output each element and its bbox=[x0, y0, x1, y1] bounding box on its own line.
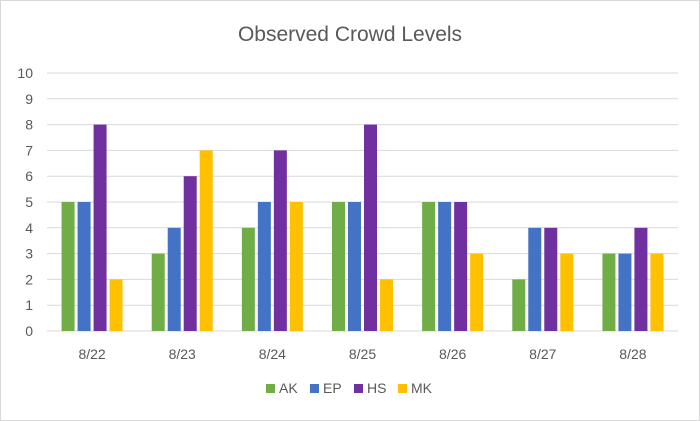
legend: AK EP HS MK bbox=[266, 380, 433, 396]
bar-mk-4 bbox=[380, 279, 393, 331]
x-axis-tick-labels: 8/22 8/23 8/24 8/25 8/26 8/27 8/28 bbox=[78, 346, 646, 362]
bars bbox=[61, 124, 664, 331]
bar-mk-2 bbox=[199, 150, 213, 331]
y-tick-label: 10 bbox=[17, 65, 33, 81]
bar-ak-2 bbox=[151, 253, 165, 331]
bar-ep-1 bbox=[77, 202, 91, 331]
y-tick-label: 9 bbox=[25, 91, 33, 107]
bar-ak-3 bbox=[241, 227, 255, 331]
legend-label-ep: EP bbox=[323, 380, 342, 396]
y-tick-label: 1 bbox=[25, 297, 33, 313]
legend-label-hs: HS bbox=[367, 380, 386, 396]
legend-swatch-hs bbox=[354, 384, 363, 393]
legend-swatch-mk bbox=[398, 384, 407, 393]
bar-hs-4 bbox=[364, 124, 377, 331]
bar-mk-5 bbox=[470, 253, 484, 331]
y-tick-label: 4 bbox=[25, 220, 33, 236]
bar-ep-2 bbox=[167, 227, 181, 331]
bar-mk-7 bbox=[650, 253, 664, 331]
chart-title: Observed Crowd Levels bbox=[238, 23, 462, 46]
legend-label-mk: MK bbox=[411, 380, 433, 396]
bar-ak-4 bbox=[332, 202, 345, 331]
y-tick-label: 6 bbox=[25, 168, 33, 184]
x-tick-label: 8/24 bbox=[259, 346, 286, 362]
y-tick-label: 5 bbox=[25, 194, 33, 210]
bar-hs-2 bbox=[183, 176, 197, 331]
y-tick-label: 0 bbox=[25, 323, 33, 339]
bar-mk-3 bbox=[289, 202, 303, 331]
bar-hs-6 bbox=[544, 227, 558, 331]
legend-swatch-ak bbox=[266, 384, 275, 393]
bar-hs-7 bbox=[634, 227, 648, 331]
legend-label-ak: AK bbox=[279, 380, 298, 396]
x-tick-label: 8/23 bbox=[169, 346, 196, 362]
y-tick-label: 8 bbox=[25, 117, 33, 133]
bar-hs-1 bbox=[93, 124, 107, 331]
bar-ak-5 bbox=[422, 202, 436, 331]
x-tick-label: 8/27 bbox=[529, 346, 556, 362]
bar-ak-1 bbox=[61, 202, 75, 331]
x-tick-label: 8/25 bbox=[349, 346, 376, 362]
bar-ep-7 bbox=[618, 253, 632, 331]
bar-ep-3 bbox=[257, 202, 271, 331]
gridlines bbox=[47, 72, 678, 332]
bar-ep-6 bbox=[528, 227, 542, 331]
y-tick-label: 7 bbox=[25, 142, 33, 158]
bar-hs-3 bbox=[273, 150, 287, 331]
bar-mk-1 bbox=[109, 279, 123, 331]
bar-ep-4 bbox=[348, 202, 361, 331]
bar-ak-6 bbox=[512, 279, 526, 331]
x-tick-label: 8/22 bbox=[78, 346, 105, 362]
bar-ak-7 bbox=[602, 253, 616, 331]
bar-mk-6 bbox=[560, 253, 574, 331]
bar-ep-5 bbox=[438, 202, 452, 331]
y-axis-tick-labels: 0 1 2 3 4 5 6 7 8 9 10 bbox=[17, 65, 33, 339]
y-tick-label: 2 bbox=[25, 271, 33, 287]
legend-swatch-ep bbox=[310, 384, 319, 393]
y-tick-label: 3 bbox=[25, 246, 33, 262]
bar-hs-5 bbox=[454, 202, 468, 331]
x-tick-label: 8/28 bbox=[619, 346, 646, 362]
x-tick-label: 8/26 bbox=[439, 346, 466, 362]
